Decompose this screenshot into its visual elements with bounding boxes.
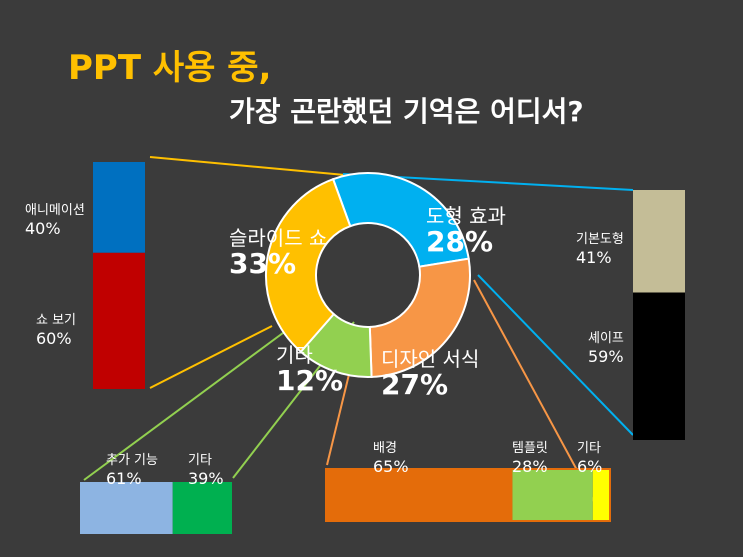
bar-label-name: 배경 xyxy=(373,441,397,456)
bar-label-other: 기타 39% xyxy=(188,452,224,488)
bar-segment-animation xyxy=(93,162,145,253)
bar-label-name: 기타 xyxy=(577,441,601,456)
bar-label-value: 61% xyxy=(106,469,142,488)
donut-slice-design xyxy=(368,257,471,378)
bar-label-name: 쇼 보기 xyxy=(36,313,77,328)
donut-label-design: 디자인 서식 27% xyxy=(381,346,480,401)
donut-label-other: 기타 12% xyxy=(276,342,344,397)
bar-label-value: 60% xyxy=(36,329,72,348)
donut-label-value: 12% xyxy=(276,364,344,397)
bar-label-value: 65% xyxy=(373,457,409,476)
bar-label-shape: 셰이프 59% xyxy=(588,330,624,366)
bar-label-name: 기타 xyxy=(188,453,212,468)
donut-label-value: 27% xyxy=(381,368,449,401)
bar-label-value: 41% xyxy=(576,248,612,267)
bar-segment-watch-show xyxy=(93,252,145,389)
donut-label-name: 디자인 서식 xyxy=(381,347,480,371)
bar-segment-other xyxy=(172,482,232,534)
bar-label-watch-show: 쇼 보기 60% xyxy=(36,312,76,348)
bar-segment-shapes xyxy=(633,292,685,440)
donut-label-value: 33% xyxy=(229,247,297,280)
donut-label-name: 기타 xyxy=(276,343,313,367)
bar-label-basic-shape: 기본도형 41% xyxy=(576,231,624,267)
donut-label-shape-effect: 도형 효과 28% xyxy=(426,203,506,258)
donut-slice-slideshow xyxy=(265,177,352,354)
connector-slideshow-bottom xyxy=(149,325,273,389)
donut-label-name: 도형 효과 xyxy=(426,204,506,228)
bar-label-name: 애니메이션 xyxy=(25,203,85,218)
donut-label-value: 28% xyxy=(426,225,494,258)
bar-outline xyxy=(325,468,611,522)
title-line-2: 가장 곤란했던 기억은 어디서? xyxy=(229,95,584,128)
bar-label-name: 템플릿 xyxy=(512,441,548,456)
bar-label-animation: 애니메이션 40% xyxy=(25,202,85,238)
bar-label-add-feature: 추가 기능 61% xyxy=(106,452,158,488)
bar-label-other-design: 기타 6% xyxy=(577,440,602,476)
donut-label-slideshow: 슬라이드 쇼 33% xyxy=(229,225,328,280)
connector-other-left xyxy=(83,329,288,481)
bar-label-name: 기본도형 xyxy=(576,232,624,247)
bar-segment-background xyxy=(326,469,513,521)
bar-label-value: 39% xyxy=(188,469,224,488)
connector-shape-bottom xyxy=(477,274,634,436)
bar-label-value: 40% xyxy=(25,219,61,238)
donut-label-name: 슬라이드 쇼 xyxy=(229,226,328,250)
bar-segment-other-design xyxy=(592,469,610,521)
bar-label-value: 28% xyxy=(512,457,548,476)
bar-label-template: 템플릿 28% xyxy=(512,440,548,476)
bar-segment-add-feature xyxy=(80,482,173,534)
bar-label-value: 59% xyxy=(588,347,624,366)
connector-slideshow-top xyxy=(149,156,346,176)
title-line-1: PPT 사용 중, xyxy=(68,48,272,88)
bar-label-value: 6% xyxy=(577,457,603,476)
bar-segment-basic-shape xyxy=(633,190,685,293)
donut-slice-shape-effect xyxy=(331,172,470,268)
bar-segment-template xyxy=(512,469,593,521)
bar-label-background: 배경 65% xyxy=(373,440,409,476)
bar-label-name: 셰이프 xyxy=(588,331,624,346)
bar-label-name: 추가 기능 xyxy=(106,453,158,468)
connector-design-left xyxy=(326,361,353,466)
